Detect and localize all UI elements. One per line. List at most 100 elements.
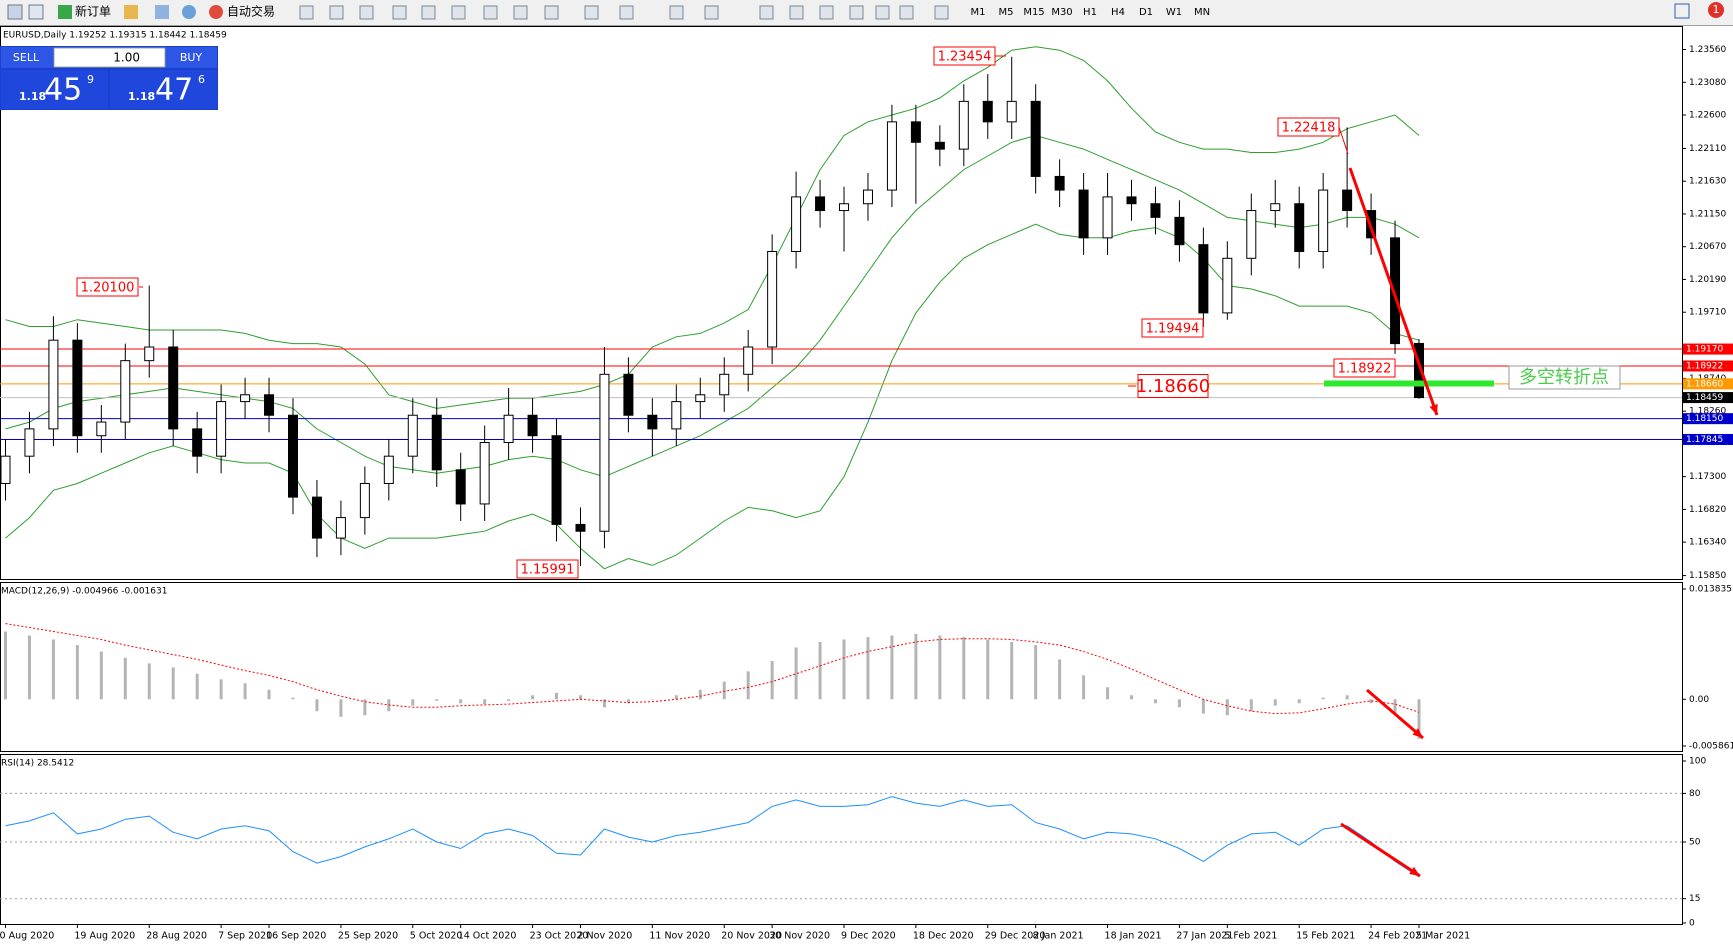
buy-button[interactable] — [166, 47, 217, 68]
icon[interactable] — [28, 4, 44, 20]
new-order-button[interactable]: 新订单 — [75, 4, 111, 19]
turning-point-bar — [1324, 380, 1494, 387]
chart-tools — [299, 5, 949, 20]
candle-body — [431, 414, 442, 471]
lots-input[interactable] — [53, 47, 166, 68]
tool-icon[interactable] — [359, 5, 374, 20]
time-axis: 10 Aug 2020 19 Aug 2020 28 Aug 2020 7 Sep 2… — [0, 924, 1682, 942]
icon[interactable] — [155, 5, 169, 19]
candle-body — [1246, 210, 1257, 259]
candle-body — [982, 100, 993, 123]
tool-icon[interactable] — [299, 5, 314, 20]
notification-badge[interactable] — [1708, 2, 1724, 18]
tool-icon[interactable] — [513, 5, 528, 20]
tool-icon[interactable] — [789, 5, 804, 20]
x-tick-label: 5 Feb 2021 — [1224, 931, 1277, 942]
ask-box[interactable] — [110, 70, 217, 109]
candle-body — [0, 455, 11, 484]
timeframe-button[interactable]: D1 — [1139, 7, 1153, 18]
level-tag — [1683, 378, 1733, 390]
tool-icon[interactable] — [619, 5, 634, 20]
timeframe-button[interactable]: W1 — [1166, 7, 1182, 18]
tool-icon[interactable] — [544, 5, 559, 20]
buy-label[interactable]: BUY — [180, 51, 203, 64]
panel-title: MACD(12,26,9) -0.004966 -0.001631 — [1, 587, 167, 597]
sell-button[interactable] — [1, 47, 53, 68]
macd-bar — [1082, 675, 1086, 700]
bid-big-figure: 1.18 — [19, 90, 46, 103]
tool-icon[interactable] — [329, 5, 344, 20]
macd-bar — [123, 657, 127, 700]
macd-bar — [818, 641, 822, 700]
chart-window — [0, 26, 1733, 946]
new-order-icon[interactable] — [58, 5, 72, 19]
tool-icon[interactable] — [392, 5, 407, 20]
macd-bar — [1393, 699, 1397, 716]
tool-icon[interactable] — [704, 5, 719, 20]
timeframe-button[interactable]: M15 — [1023, 7, 1044, 18]
ask-pips: 47 — [155, 73, 193, 108]
sell-label[interactable]: SELL — [13, 51, 40, 64]
auto-trading-icon[interactable] — [209, 5, 223, 19]
macd-bar — [75, 645, 79, 700]
tool-icon[interactable] — [934, 5, 949, 20]
tool-icon[interactable] — [849, 5, 864, 20]
level-label: 1.18459 — [1686, 393, 1723, 403]
chart-title: EURUSD,Daily 1.19252 1.19315 1.18442 1.1… — [3, 31, 227, 41]
tool-icon[interactable] — [421, 5, 436, 20]
tool-icon[interactable] — [759, 5, 774, 20]
candle-body — [216, 401, 227, 457]
macd-bar — [147, 663, 151, 700]
x-tick-label: 10 Aug 2020 — [0, 931, 54, 942]
auto-trading-button[interactable]: 自动交易 — [227, 4, 275, 19]
macd-bar — [411, 699, 415, 706]
macd-bar — [315, 699, 319, 712]
lots-value[interactable]: 1.00 — [113, 51, 140, 65]
macd-bar — [27, 635, 31, 700]
search-icon[interactable] — [1674, 3, 1690, 19]
tool-icon[interactable] — [875, 5, 890, 20]
macd-bar — [914, 633, 918, 700]
icon[interactable] — [7, 4, 23, 20]
y-tick-label: 1.22600 — [1689, 111, 1726, 121]
timeframe-button[interactable]: M5 — [999, 7, 1014, 18]
level-label: 1.18922 — [1686, 361, 1723, 371]
candle-body — [671, 401, 682, 430]
tool-icon[interactable] — [899, 5, 914, 20]
icon[interactable] — [182, 5, 196, 19]
candle-body — [1006, 100, 1017, 123]
tool-icon[interactable] — [819, 5, 834, 20]
icon[interactable] — [124, 5, 138, 19]
timeframe-button[interactable]: H4 — [1111, 7, 1125, 18]
candle-body — [1078, 189, 1089, 239]
timeframe-button[interactable]: H1 — [1083, 7, 1097, 18]
candle-body — [192, 428, 203, 457]
annotation-box — [516, 559, 579, 579]
candle-body — [1054, 175, 1065, 191]
macd-bar — [1345, 695, 1349, 700]
candle-body — [359, 482, 370, 519]
tool-icon[interactable] — [451, 5, 466, 20]
bid-box[interactable] — [1, 70, 108, 109]
macd-bar — [650, 699, 654, 700]
macd-bar — [1249, 699, 1253, 712]
bollinger-upper — [5, 46, 1420, 409]
x-tick-label: 30 Nov 2020 — [769, 931, 830, 942]
macd-bar — [578, 695, 582, 700]
macd-bar — [1106, 687, 1110, 700]
tool-icon[interactable] — [669, 5, 684, 20]
macd-bar — [938, 635, 942, 700]
macd-bar — [291, 697, 295, 700]
macd-bar — [842, 639, 846, 700]
timeframe-button[interactable]: MN — [1194, 7, 1210, 18]
timeframe-button[interactable]: M30 — [1051, 7, 1072, 18]
level-label: 1.18660 — [1686, 379, 1723, 389]
y-tick-label: 1.16820 — [1689, 505, 1726, 515]
timeframe-button[interactable]: M1 — [971, 7, 986, 18]
level-tag — [1683, 392, 1733, 404]
x-tick-label: 23 Oct 2020 — [530, 931, 589, 942]
tool-icon[interactable] — [584, 5, 599, 20]
macd-bar — [1297, 699, 1301, 704]
tool-icon[interactable] — [483, 5, 498, 20]
candle-body — [407, 414, 418, 457]
